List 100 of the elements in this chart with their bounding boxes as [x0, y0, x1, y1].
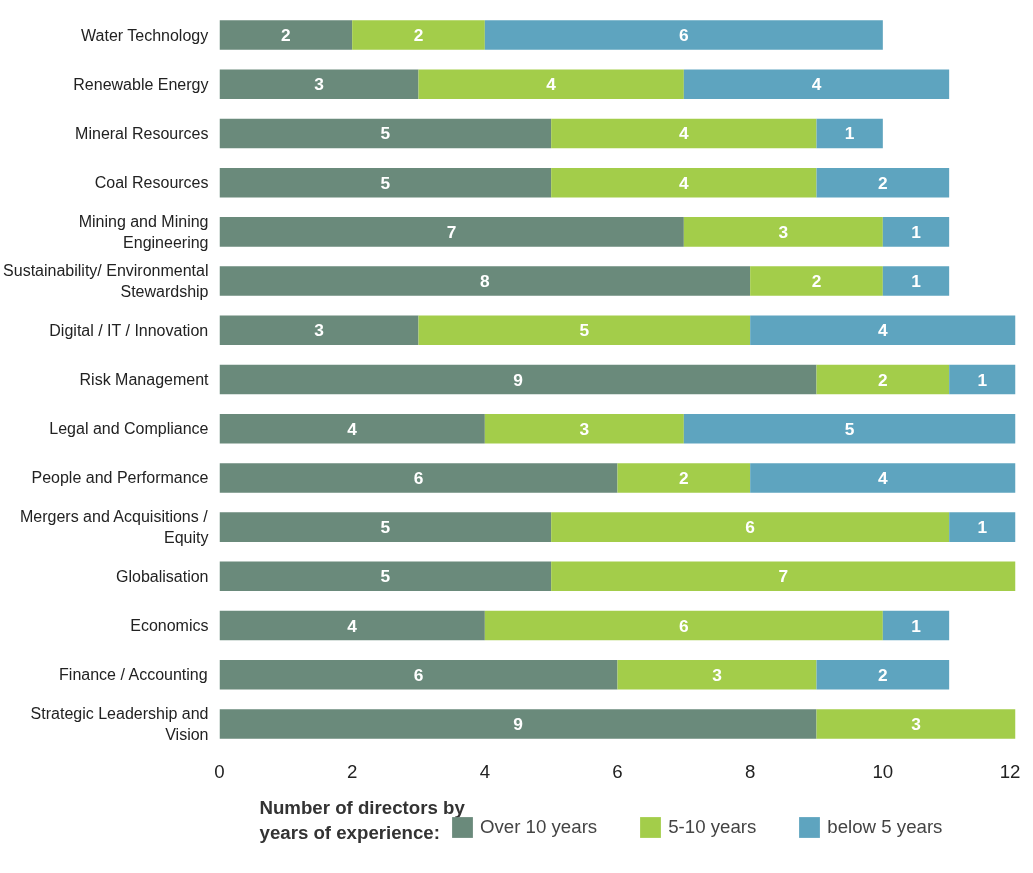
bar [816, 167, 950, 198]
data-label: 2 [878, 172, 888, 193]
bar [352, 20, 485, 50]
y-tick-label: Digital / IT / Innovation [49, 321, 209, 339]
data-label: 3 [314, 320, 325, 341]
legend-label: below 5 years [827, 816, 943, 838]
bar [219, 463, 618, 493]
bar [219, 660, 618, 690]
bar [949, 512, 1016, 542]
data-label: 4 [347, 418, 358, 439]
data-label: 6 [745, 517, 756, 538]
data-label: 4 [546, 74, 557, 95]
data-label: 5 [380, 517, 391, 538]
bar [484, 413, 684, 444]
data-label: 1 [911, 271, 922, 292]
bar [617, 660, 817, 690]
y-tick-label: Risk Management [79, 371, 210, 388]
data-label: 4 [679, 172, 690, 193]
y-tick-label: Water Technology [81, 26, 209, 44]
data-label: 1 [844, 123, 855, 144]
legend-label: Over 10 years [480, 816, 598, 838]
data-label: 6 [413, 664, 424, 685]
data-label: 9 [513, 369, 523, 390]
y-tick-label: Mergers and Acquisitions / Equity [19, 508, 209, 546]
bar [219, 69, 419, 99]
data-label: 4 [811, 74, 822, 95]
data-label: 8 [480, 271, 491, 292]
y-tick-label: Finance / Accounting [59, 666, 208, 684]
bar [882, 266, 950, 296]
data-label: 2 [878, 664, 888, 685]
bar [551, 512, 950, 542]
y-tick-label: People and Performance [31, 469, 209, 487]
x-tick-label: 4 [479, 760, 491, 782]
bar [551, 118, 817, 149]
data-label: 9 [513, 713, 523, 734]
bar [219, 709, 817, 739]
data-label: 3 [778, 221, 789, 242]
bar [882, 217, 950, 247]
x-tick-label: 10 [872, 760, 894, 782]
y-tick-label: Mining and Mining Engineering [78, 213, 209, 251]
data-label: 2 [281, 25, 291, 46]
data-label: 7 [778, 566, 789, 587]
bar [219, 561, 552, 592]
data-label: 3 [314, 74, 325, 95]
data-label: 1 [911, 221, 922, 242]
y-tick-label: Sustainability/ Environmental Stewardship [3, 262, 209, 300]
data-label: 1 [977, 369, 988, 390]
bar [551, 561, 1016, 592]
bar [484, 610, 883, 641]
data-label: 6 [413, 467, 424, 488]
data-label: 2 [878, 369, 888, 390]
bar [219, 364, 817, 395]
bar [750, 266, 883, 296]
data-label: 6 [679, 615, 690, 636]
bar [219, 512, 552, 542]
data-label: 7 [446, 221, 457, 242]
bar [219, 167, 552, 198]
data-label: 3 [911, 713, 922, 734]
bar [882, 610, 950, 641]
data-label: 4 [679, 123, 690, 144]
x-tick-label: 6 [612, 760, 623, 782]
bar [484, 20, 883, 50]
bar [949, 364, 1016, 395]
x-tick-label: 2 [346, 760, 358, 782]
bar [551, 167, 817, 198]
data-label: 3 [712, 664, 723, 685]
data-label: 5 [579, 320, 590, 341]
bar [418, 315, 751, 346]
data-label: 2 [413, 25, 424, 46]
bar [219, 610, 485, 641]
x-tick-label: 12 [999, 760, 1021, 782]
data-label: 2 [679, 467, 689, 488]
bar [683, 69, 950, 99]
legend-title: Number of directors by years of experience: [259, 797, 466, 844]
y-tick-label: Mineral Resources [75, 124, 209, 142]
data-label: 5 [380, 123, 391, 144]
bar [219, 20, 353, 50]
bar [816, 364, 950, 395]
y-tick-label: Renewable Energy [73, 75, 209, 93]
x-tick-label: 8 [744, 760, 756, 782]
data-label: 1 [977, 517, 988, 538]
data-label: 4 [347, 615, 358, 636]
y-tick-label: Legal and Compliance [49, 420, 209, 438]
bar [617, 463, 751, 493]
y-tick-label: Globalisation [116, 567, 209, 585]
bar [418, 69, 684, 99]
data-label: 5 [380, 566, 391, 587]
bar [816, 118, 883, 149]
bar [219, 413, 485, 444]
bar [219, 266, 751, 296]
bar [219, 315, 419, 346]
bar [219, 118, 552, 149]
data-label: 4 [878, 320, 889, 341]
bar [750, 315, 1016, 346]
legend-label: 5-10 years [668, 816, 757, 838]
y-tick-label: Economics [130, 617, 209, 635]
bar [750, 463, 1016, 493]
data-label: 3 [579, 418, 590, 439]
data-label: 4 [878, 467, 889, 488]
y-tick-label: Coal Resources [94, 174, 209, 192]
